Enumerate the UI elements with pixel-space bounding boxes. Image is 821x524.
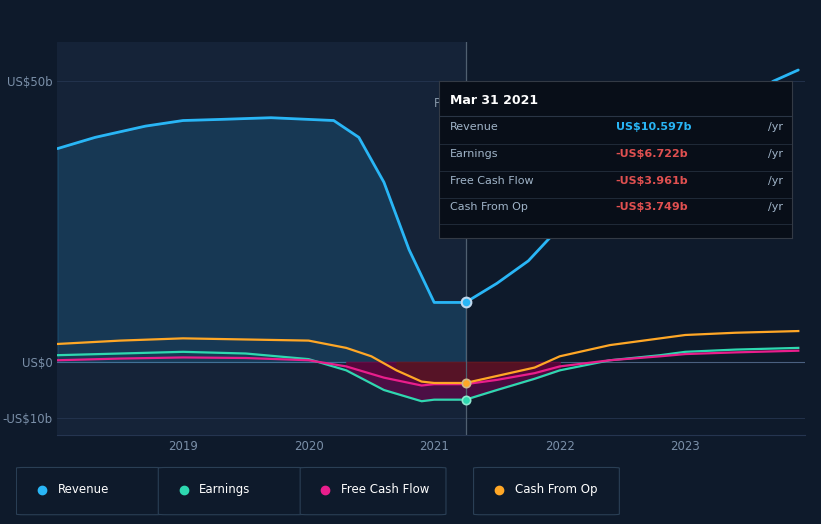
Text: Revenue: Revenue xyxy=(450,122,498,132)
Text: Free Cash Flow: Free Cash Flow xyxy=(450,176,534,185)
FancyBboxPatch shape xyxy=(158,467,304,515)
Text: /yr: /yr xyxy=(768,149,782,159)
FancyBboxPatch shape xyxy=(300,467,446,515)
Text: Earnings: Earnings xyxy=(450,149,498,159)
Text: Analysts Forecasts: Analysts Forecasts xyxy=(473,97,583,110)
Text: -US$6.722b: -US$6.722b xyxy=(616,149,688,159)
Text: Cash From Op: Cash From Op xyxy=(450,202,528,212)
Text: Cash From Op: Cash From Op xyxy=(515,484,597,496)
Text: /yr: /yr xyxy=(768,176,782,185)
FancyBboxPatch shape xyxy=(474,467,619,515)
Text: Revenue: Revenue xyxy=(57,484,108,496)
Text: Earnings: Earnings xyxy=(200,484,250,496)
Text: -US$3.749b: -US$3.749b xyxy=(616,202,688,212)
Bar xyxy=(57,42,466,435)
Text: /yr: /yr xyxy=(768,122,782,132)
Text: US$10.597b: US$10.597b xyxy=(616,122,691,132)
Text: Mar 31 2021: Mar 31 2021 xyxy=(450,94,538,107)
FancyBboxPatch shape xyxy=(16,467,163,515)
Text: Past: Past xyxy=(433,97,458,110)
Text: /yr: /yr xyxy=(768,202,782,212)
Text: Free Cash Flow: Free Cash Flow xyxy=(342,484,429,496)
Text: -US$3.961b: -US$3.961b xyxy=(616,176,688,185)
